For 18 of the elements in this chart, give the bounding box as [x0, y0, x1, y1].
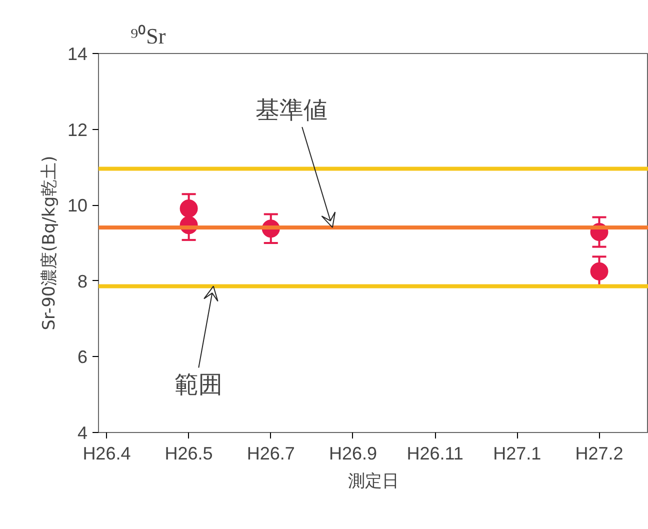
y-tick-label: 8: [77, 271, 88, 292]
y-tick-label: 10: [67, 196, 88, 216]
x-axis-title: 測定日: [348, 472, 399, 492]
y-tick-label: 6: [77, 347, 88, 368]
x-tick-label: H26.7: [246, 444, 295, 464]
x-tick-label: H26.11: [406, 444, 464, 464]
x-tick-label: H26.4: [82, 444, 131, 464]
y-axis-title: Sr-90濃度(Bq/kg乾土): [39, 156, 60, 330]
y-tick-label: 4: [77, 423, 88, 443]
y-tick-label: 14: [67, 44, 88, 64]
ref-line-label: 基準値: [255, 96, 328, 124]
x-tick-label: H26.9: [328, 444, 378, 464]
x-tick-label: H27.1: [493, 444, 542, 464]
x-tick-label: H26.5: [164, 444, 213, 464]
y-tick-label: 12: [67, 120, 88, 140]
chart-title: ⁹⁰Sr: [130, 24, 166, 48]
x-tick-label: H27.2: [575, 444, 624, 464]
ref-line-label: 範囲: [174, 370, 223, 399]
